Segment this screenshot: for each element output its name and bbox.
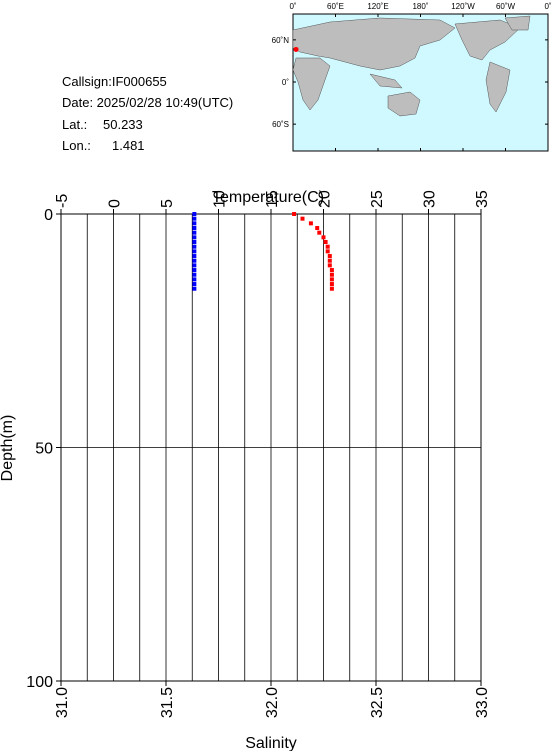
y-tick-label: 100 [26,674,53,691]
y-axis-title: Depth(m) [0,415,16,482]
y-tick-label: 0 [44,207,53,224]
data-point [321,235,326,240]
x2-tick-label: 31.5 [159,687,176,718]
data-point [192,235,197,240]
x-axis-title: Temperature(C) [212,189,324,206]
y-tick-label: 50 [35,441,53,458]
data-point [192,244,197,249]
x-tick-label: 0 [107,199,124,208]
x-tick-label: 25 [369,190,386,208]
data-point [308,221,313,226]
data-point [329,286,334,291]
map-point [293,46,299,52]
x-tick-label: 35 [474,190,491,208]
map-lat-label: 60˚N [272,36,290,45]
data-point [192,254,197,259]
data-point [325,249,330,254]
data-point [192,230,197,235]
map-lat-label: 60˚S [272,120,289,129]
data-point [300,216,305,221]
data-point [192,263,197,268]
x-tick-label: 15 [264,190,281,208]
map-lat-label: 0˚ [282,78,289,87]
date: Date: 2025/02/28 10:49(UTC) [62,95,233,110]
x-tick-label: 30 [422,190,439,208]
data-point [192,216,197,221]
data-point [192,277,197,282]
lon-label: Lon.: [62,138,91,153]
map-lon-label: 60˚E [327,2,344,11]
map-lon-label: 60˚W [496,2,516,11]
data-point [329,268,334,273]
data-point [192,249,197,254]
map-lon-label: 120˚W [451,2,475,11]
data-point [329,277,334,282]
lat-label: Lat.: [62,117,87,132]
x2-axis-title: Salinity [245,735,297,751]
data-point [192,240,197,245]
data-point [192,268,197,273]
x-tick-label: 5 [159,199,176,208]
data-point [327,258,332,263]
data-point [329,272,334,277]
callsign: Callsign:IF000655 [62,74,167,89]
x2-tick-label: 31.0 [54,687,71,718]
x2-tick-label: 32.5 [369,687,386,718]
map-lon-label: 120˚E [367,2,388,11]
data-point [315,226,320,231]
data-point [327,254,332,259]
map [292,13,549,152]
lat-value: 50.233 [103,117,143,132]
lon-value: 1.481 [112,138,145,153]
data-point [323,240,328,245]
map-lon-label: 0˚ [289,2,296,11]
data-point [325,244,330,249]
data-point [192,212,197,216]
data-point [192,282,197,287]
map-lon-label: 180˚ [412,2,428,11]
data-point [192,258,197,263]
data-point [317,230,322,235]
x2-tick-label: 33.0 [474,687,491,718]
data-point [192,272,197,277]
x-tick-label: -5 [54,194,71,208]
data-point [192,226,197,231]
x-tick-label: 10 [212,190,229,208]
data-point [192,221,197,226]
data-point [192,286,197,291]
x2-tick-label: 32.0 [264,687,281,718]
data-point [327,263,332,268]
data-point [329,282,334,287]
x-tick-label: 20 [317,190,334,208]
land [292,15,531,117]
data-point [292,212,297,216]
map-lon-label: 0˚ [544,2,551,11]
